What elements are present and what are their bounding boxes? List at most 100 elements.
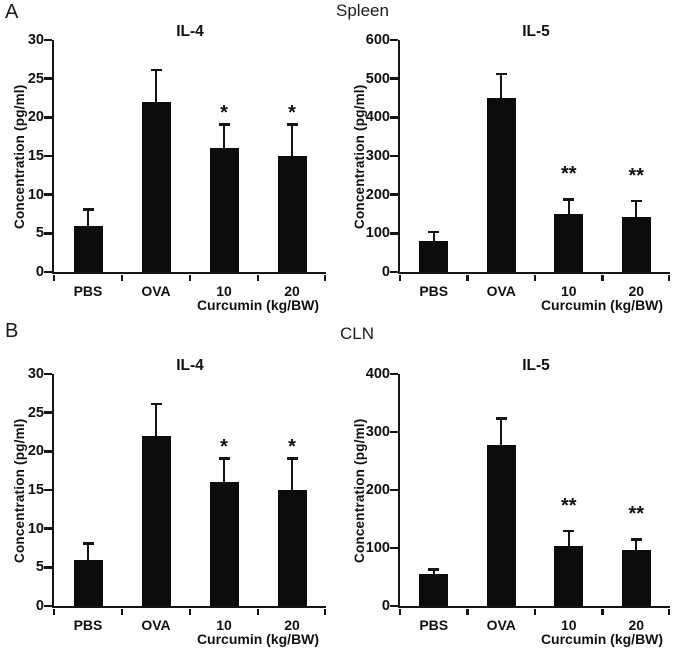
bar-OVA (141, 435, 171, 606)
x-axis-tick (188, 274, 192, 281)
plot-area: 0 5 10 15 20 25 30 PBS OVA * 10 * 20 (28, 33, 326, 298)
error-bar-cap (286, 123, 298, 126)
x-axis-tick (256, 274, 260, 281)
y-axis-tick-label: 600 (365, 32, 390, 48)
y-axis-tick (43, 154, 52, 158)
y-axis-tick (389, 604, 398, 608)
x-category-label: 10 (560, 283, 577, 299)
bar-10 (554, 546, 584, 606)
y-axis-tick (389, 116, 398, 119)
error-bar-line (500, 419, 503, 445)
x-axis-tick (667, 274, 670, 281)
bar-20 (621, 549, 651, 606)
chart-cln-il4: IL-4 Concentration (pg/ml) 0 5 10 15 20 25 30 P… (0, 356, 338, 656)
y-axis-tick (389, 372, 398, 376)
error-bar-line (635, 201, 638, 218)
error-bar-line (635, 540, 638, 550)
y-axis-tick (389, 430, 398, 434)
x-category-label: 20 (628, 617, 645, 633)
y-axis-tick-label: 15 (27, 148, 44, 164)
x-axis-tick (533, 274, 537, 281)
y-axis-tick-label: 20 (27, 109, 44, 126)
y-axis-tick (43, 77, 52, 80)
y-axis-tick (43, 488, 52, 492)
significance-marker: ** (628, 503, 645, 526)
error-bar-line (432, 232, 435, 242)
chart-title: IL-5 (522, 23, 550, 40)
x-axis-tick (188, 608, 192, 615)
significance-marker: * (220, 436, 228, 459)
y-axis-tick (43, 270, 52, 274)
x-axis-group-label: Curcumin (kg/BW) (540, 297, 664, 313)
x-category-label: 10 (216, 617, 232, 633)
error-bar-line (155, 404, 157, 436)
error-bar-line (291, 125, 293, 156)
y-axis-tick-label: 30 (27, 366, 44, 382)
bar-10 (209, 148, 239, 272)
y-axis-tick-label: 0 (381, 598, 390, 614)
significance-marker: ** (628, 164, 645, 187)
y-axis-tick-label: 300 (365, 424, 390, 440)
y-axis-tick (389, 270, 398, 274)
x-category-label: 10 (216, 283, 232, 299)
y-axis-tick (389, 193, 398, 196)
error-bar-cap (495, 417, 507, 420)
chart-title: IL-5 (522, 357, 550, 374)
y-axis-tick-label: 25 (27, 404, 44, 421)
error-bar-cap (563, 198, 575, 201)
y-axis-tick-label: 0 (35, 264, 44, 280)
error-bar-line (432, 570, 435, 575)
y-axis-tick-label: 400 (365, 109, 390, 126)
x-category-label: PBS (73, 283, 103, 299)
x-axis-tick (52, 608, 56, 615)
x-category-label: 20 (284, 617, 300, 633)
y-axis-tick-label: 100 (365, 540, 390, 556)
y-axis-tick-label: 200 (365, 482, 390, 498)
y-axis-tick (43, 450, 52, 453)
x-axis-group-label: Curcumin (kg/BW) (196, 631, 320, 647)
x-category-label: PBS (419, 283, 449, 299)
y-axis-tick-label: 500 (365, 70, 390, 87)
y-axis-tick-label: 100 (365, 225, 390, 242)
bar-20 (621, 217, 651, 272)
bar-OVA (486, 98, 516, 272)
bar-20 (277, 156, 307, 272)
significance-marker: * (288, 436, 296, 459)
y-axis-tick (43, 372, 52, 376)
panel-b-label: B (5, 320, 19, 342)
error-bar-cap (150, 68, 162, 72)
error-bar-cap (150, 402, 162, 406)
bar-PBS (73, 225, 103, 272)
x-category-label: PBS (73, 617, 103, 633)
y-axis-tick (43, 38, 52, 42)
y-axis-tick (389, 546, 398, 550)
y-axis-tick-label: 5 (35, 559, 44, 576)
error-bar-line (500, 74, 503, 98)
y-axis-tick-label: 20 (27, 443, 44, 460)
y-axis-tick-label: 0 (381, 264, 390, 280)
bar-10 (554, 214, 584, 272)
plot-area: 0 100 200 300 400 PBS OVA ** 10 ** 20 (366, 367, 670, 632)
x-axis-group-label: Curcumin (kg/BW) (196, 297, 320, 313)
y-axis-tick (389, 38, 398, 42)
bar-OVA (486, 444, 516, 606)
x-axis-tick (667, 608, 670, 615)
y-axis-tick (43, 604, 52, 608)
x-category-label: 20 (628, 283, 645, 299)
x-category-label: OVA (141, 283, 171, 299)
error-bar-line (87, 544, 89, 560)
x-category-label: OVA (486, 617, 516, 633)
x-axis-tick (601, 274, 604, 281)
error-bar-line (567, 531, 570, 547)
bar-PBS (419, 241, 449, 272)
y-axis-tick (43, 193, 52, 196)
x-axis-tick (466, 274, 469, 281)
y-axis-tick (43, 566, 52, 569)
bar-20 (277, 490, 307, 606)
bar-PBS (419, 574, 449, 606)
y-axis-tick (389, 77, 398, 80)
y-axis-tick-label: 10 (27, 186, 44, 203)
error-bar-cap (218, 457, 230, 460)
chart-spleen-il5: IL-5 Concentration (pg/ml) 0 100 200 300 400… (340, 22, 678, 322)
error-bar-cap (82, 208, 94, 211)
